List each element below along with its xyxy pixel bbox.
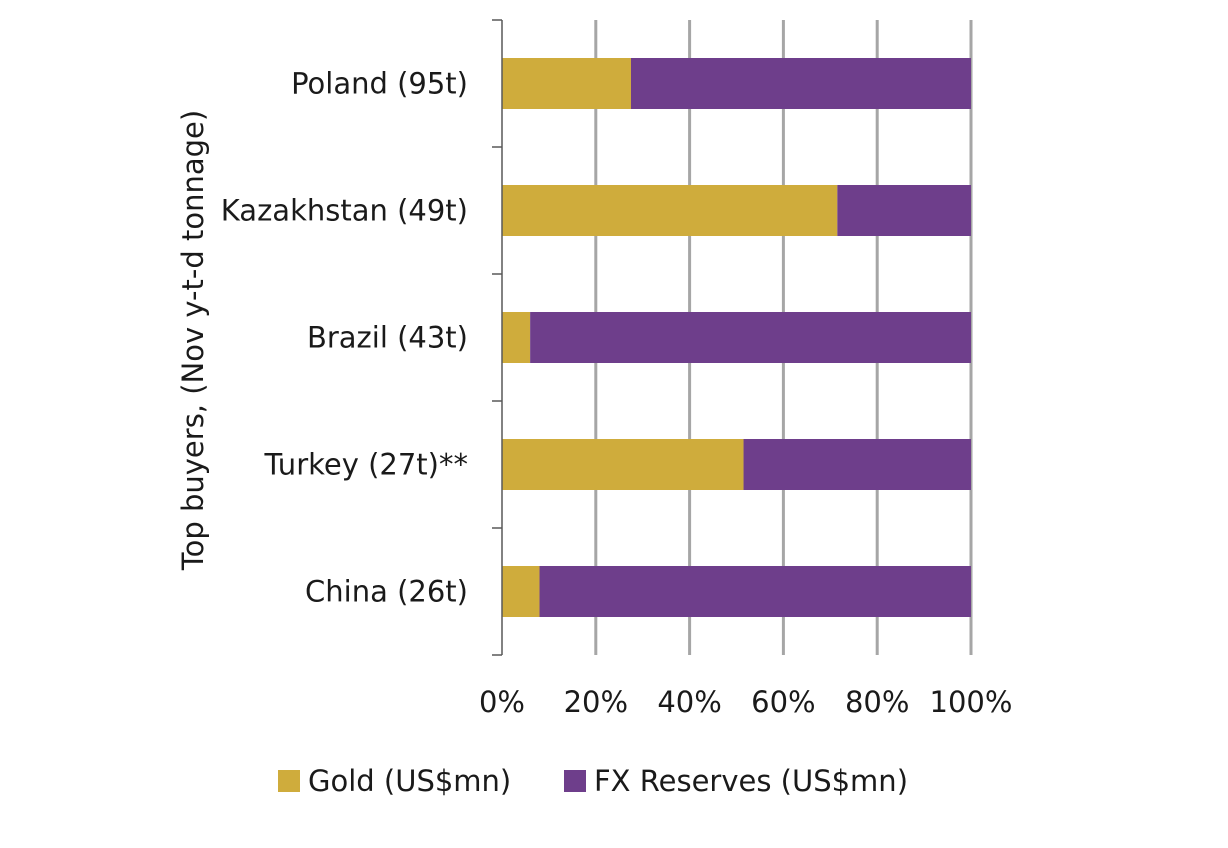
category-label: Poland (95t) [291, 67, 468, 101]
x-tick-label: 100% [930, 685, 1013, 719]
axes [492, 19, 503, 656]
bar-gold-1 [502, 185, 838, 236]
bar-gold-3 [502, 439, 744, 490]
bar-fx-1 [837, 185, 971, 236]
y-axis-title: Top buyers, (Nov y-t-d tonnage) [176, 110, 210, 571]
bar-gold-0 [502, 58, 631, 109]
bar-gold-2 [502, 312, 531, 363]
bar-fx-4 [539, 566, 971, 617]
category-label: China (26t) [305, 575, 468, 609]
x-tick-label: 40% [657, 685, 721, 719]
legend-label: FX Reserves (US$mn) [594, 764, 908, 798]
legend: Gold (US$mn) FX Reserves (US$mn) [278, 764, 908, 798]
category-label: Turkey (27t)** [264, 448, 469, 482]
bars [502, 58, 971, 617]
bar-fx-2 [530, 312, 971, 363]
bar-gold-4 [502, 566, 540, 617]
x-tick-label: 0% [479, 685, 525, 719]
legend-swatch [278, 770, 300, 792]
legend-label: Gold (US$mn) [308, 764, 511, 798]
x-tick-label: 80% [845, 685, 909, 719]
bar-fx-0 [630, 58, 971, 109]
x-tick-label: 60% [751, 685, 815, 719]
bar-fx-3 [743, 439, 971, 490]
legend-swatch [564, 770, 586, 792]
x-tick-label: 20% [564, 685, 628, 719]
labels: Poland (95t) Kazakhstan (49t) Brazil (43t)… [221, 67, 1013, 720]
category-label: Kazakhstan (49t) [221, 194, 468, 228]
category-label: Brazil (43t) [307, 321, 468, 355]
